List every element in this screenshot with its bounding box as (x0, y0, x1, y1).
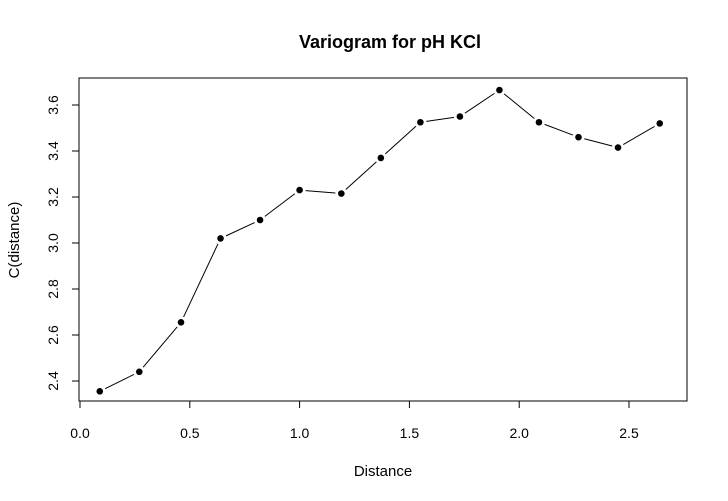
series-line-segment (183, 243, 219, 318)
data-point (217, 235, 224, 242)
series-line-segment (622, 125, 655, 145)
x-axis: 0.0 0.5 1.0 1.5 2.0 2.5 (70, 400, 639, 441)
data-point (614, 144, 622, 151)
y-axis-label: C(distance) (6, 202, 23, 279)
series-variogram (96, 86, 664, 395)
series-line-segment (345, 161, 377, 190)
data-point (256, 216, 264, 224)
y-tick-label: 3.0 (45, 233, 61, 253)
series-line-segment (104, 374, 135, 390)
x-tick-label: 1.0 (290, 425, 310, 441)
data-point (456, 113, 464, 120)
plot-frame (78, 77, 688, 402)
data-point (535, 118, 543, 126)
series-line-segment (503, 93, 535, 119)
chart-title: Variogram for pH KCl (299, 32, 481, 52)
x-tick-label: 0.0 (70, 425, 90, 441)
x-axis-label: Distance (354, 463, 412, 480)
x-tick-label: 1.5 (400, 425, 420, 441)
y-axis: 2.4 2.6 2.8 3.0 3.2 3.4 3.6 (45, 95, 80, 391)
series-line-segment (584, 138, 613, 147)
y-tick-label: 2.4 (45, 371, 61, 391)
data-point (135, 368, 143, 376)
series-line-segment (384, 125, 417, 155)
series-line-segment (544, 123, 574, 136)
series-line-segment (464, 92, 495, 114)
data-point (417, 118, 424, 126)
series-line-segment (225, 222, 255, 237)
series-line-segment (142, 326, 178, 368)
data-point (496, 86, 503, 94)
data-point (177, 319, 185, 326)
x-tick-label: 2.5 (619, 425, 639, 441)
data-point (656, 120, 664, 127)
data-point (377, 154, 385, 162)
x-tick-label: 2.0 (509, 425, 529, 441)
data-point (96, 388, 104, 395)
series-line-segment (305, 190, 336, 194)
series-line-segment (264, 193, 296, 217)
y-tick-label: 3.6 (45, 95, 61, 115)
y-tick-label: 3.2 (45, 187, 61, 207)
y-tick-label: 3.4 (45, 141, 61, 161)
x-tick-label: 0.5 (180, 425, 200, 441)
data-point (338, 190, 345, 197)
data-point (575, 133, 582, 141)
data-point (296, 186, 303, 194)
y-tick-label: 2.6 (45, 325, 61, 345)
series-line-segment (426, 116, 455, 122)
y-tick-label: 2.8 (45, 279, 61, 299)
